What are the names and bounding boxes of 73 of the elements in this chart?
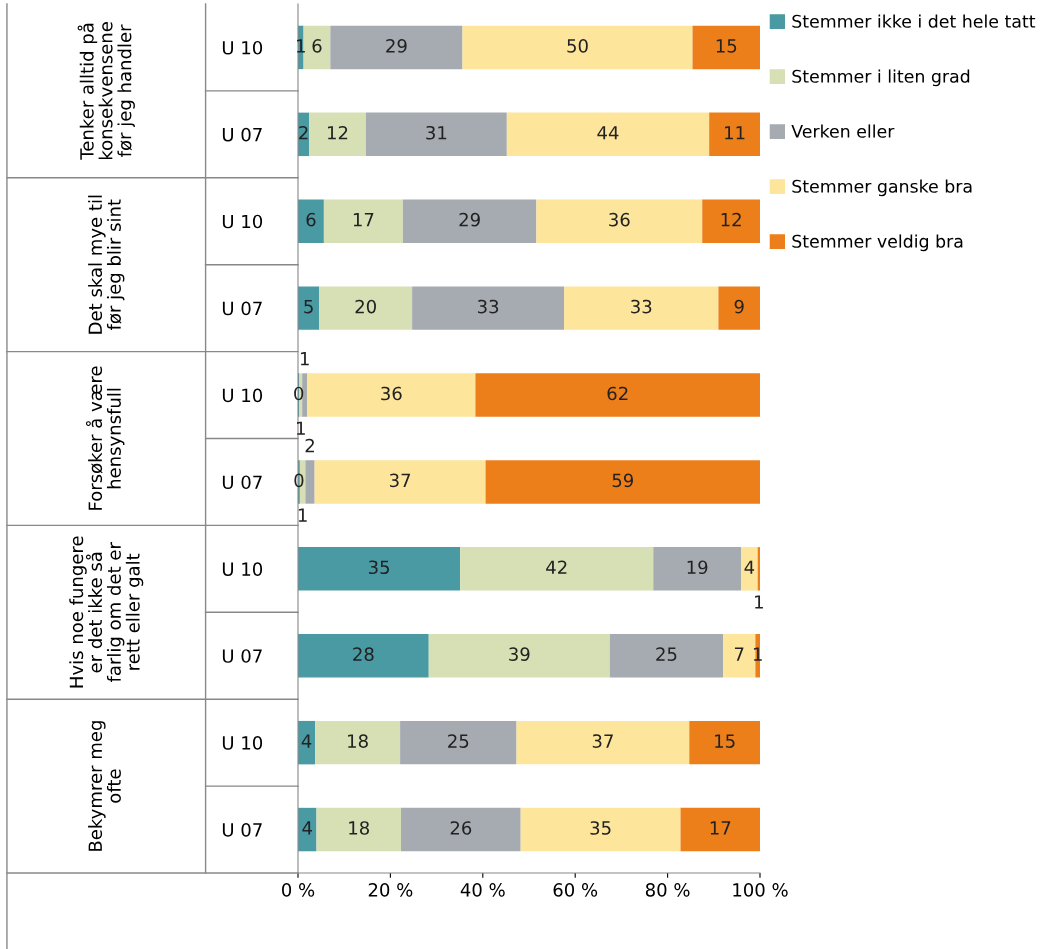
data-label: 6 <box>306 212 316 227</box>
data-label: 0 <box>294 386 304 401</box>
text: Det skal mye til før jeg blir sint <box>88 195 125 334</box>
x-tick-label: 100 % <box>733 883 788 897</box>
data-label: 11 <box>725 126 745 140</box>
data-label: 35 <box>368 560 389 575</box>
data-label: 4 <box>302 821 312 835</box>
data-label: 26 <box>450 821 472 835</box>
legend-label: Stemmer i liten grad <box>792 69 970 87</box>
data-label: 18 <box>348 734 368 748</box>
y-tick-label: U 07 <box>222 649 262 663</box>
data-label: 19 <box>687 560 708 575</box>
x-tick-label: 0 % <box>282 883 315 897</box>
data-label: 39 <box>509 647 530 661</box>
data-label: 1 <box>297 421 305 435</box>
data-label: 1 <box>300 352 309 366</box>
text: Tenker alltid på konsekvensene før jeg handler <box>77 22 135 160</box>
y-tick-label: U 10 <box>222 214 263 229</box>
data-label: 28 <box>353 647 374 661</box>
data-label: 25 <box>448 734 469 748</box>
y-tick-label: U 10 <box>222 388 263 403</box>
legend-label: Stemmer ganske bra <box>792 179 972 197</box>
y-tick-label: U 07 <box>222 823 262 837</box>
data-label: 42 <box>546 560 567 574</box>
legend-label: Stemmer ikke i det hele tatt <box>792 14 1036 28</box>
x-tick-label: 40 % <box>460 883 505 897</box>
data-label: 17 <box>353 213 374 227</box>
data-label: 4 <box>744 560 755 574</box>
y-tick-label: U 10 <box>222 40 263 55</box>
data-label: 59 <box>612 473 633 488</box>
data-label: 33 <box>478 299 499 314</box>
y-tick-label: U 07 <box>222 301 262 316</box>
y-tick-label: U 10 <box>222 562 263 576</box>
data-label: 12 <box>721 212 741 227</box>
data-label: 20 <box>355 299 376 314</box>
text: Forsøker å være hensynsfull <box>85 366 125 510</box>
data-label: 15 <box>715 734 735 748</box>
data-label: 29 <box>386 39 407 53</box>
data-label: 17 <box>710 821 731 835</box>
data-label: 9 <box>734 299 744 314</box>
data-label: 29 <box>459 212 480 227</box>
data-label: 1 <box>755 595 763 609</box>
data-label: 18 <box>349 821 369 835</box>
data-label: 35 <box>590 821 611 835</box>
data-label: 25 <box>656 647 677 661</box>
data-label: 4 <box>301 734 312 748</box>
data-label: 37 <box>389 473 411 488</box>
y-tick-label: U 10 <box>222 736 263 750</box>
data-label: 1 <box>298 508 307 522</box>
y-tick-label: U 07 <box>222 127 262 142</box>
data-label: 12 <box>328 125 348 140</box>
data-label: 33 <box>631 299 652 314</box>
data-label: 7 <box>734 647 744 661</box>
text: Bekymrer meg ofte <box>88 721 121 851</box>
data-label: 50 <box>567 39 588 53</box>
data-label: 44 <box>597 126 619 140</box>
data-label: 6 <box>312 39 322 53</box>
x-tick-label: 20 % <box>368 883 413 897</box>
data-label: 2 <box>305 438 314 453</box>
x-tick-label: 80 % <box>645 883 690 897</box>
data-label: 31 <box>426 125 447 140</box>
legend-label: Verken eller <box>791 124 895 138</box>
data-label: 36 <box>381 386 402 401</box>
text: Hvis noe fungere er det ikke så farlig om det er rett eller galt <box>69 536 144 688</box>
data-label: 15 <box>716 39 737 53</box>
legend-label: Stemmer veldig bra <box>792 234 963 252</box>
data-label: 62 <box>607 386 628 401</box>
data-label: 2 <box>299 125 308 140</box>
y-tick-label: U 07 <box>222 475 262 490</box>
data-label: 5 <box>304 299 313 314</box>
data-label: 36 <box>609 212 630 227</box>
data-label: 37 <box>592 734 613 748</box>
x-tick-label: 60 % <box>553 883 598 897</box>
